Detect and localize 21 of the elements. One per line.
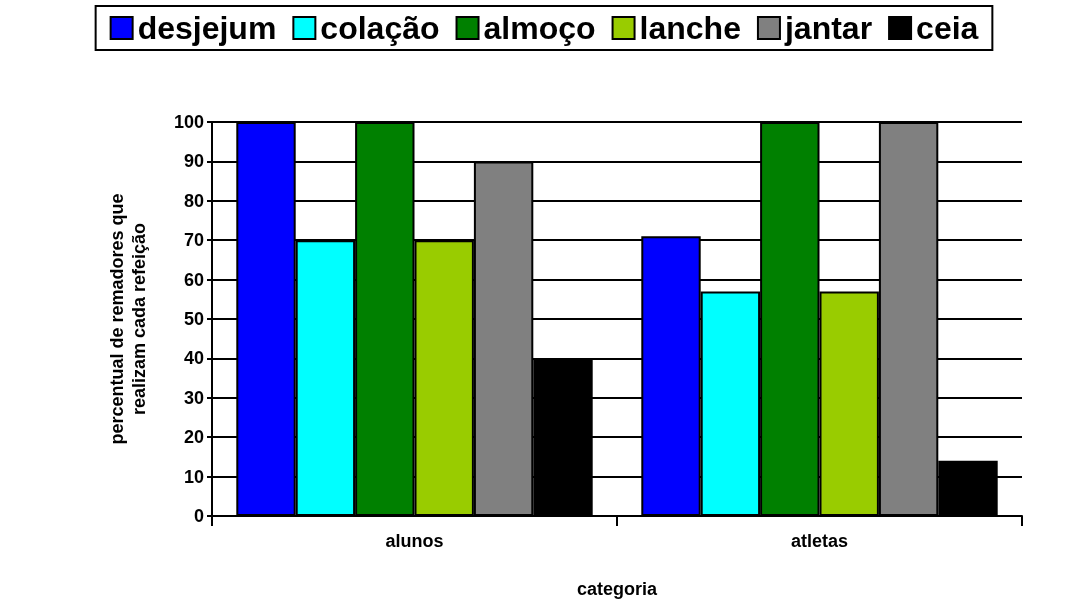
legend-label: colação: [320, 10, 440, 46]
y-tick-label: 100: [173, 112, 204, 132]
y-tick-label: 60: [183, 269, 204, 290]
x-tick-label: atletas: [790, 531, 849, 551]
y-tick-label: 90: [183, 151, 204, 172]
legend-label: jantar: [783, 10, 873, 46]
y-tick-label: 40: [183, 348, 204, 369]
legend-label: almoço: [483, 10, 596, 46]
x-tick-label: alunos: [385, 531, 444, 551]
y-tick-label: 0: [193, 506, 204, 526]
x-axis-title: categoria: [576, 579, 658, 599]
y-tick-label: 30: [183, 387, 204, 408]
y-axis-title: percentual de remadores que realizam cada refeição: [107, 193, 149, 445]
y-tick-label: 70: [183, 230, 204, 251]
y-tick-label: 50: [183, 309, 204, 329]
legend-label: ceia: [916, 10, 979, 46]
y-tick-label: 10: [183, 466, 204, 487]
legend-label: lanche: [639, 10, 741, 46]
y-tick-label: 80: [183, 190, 204, 211]
y-tick-label: 20: [183, 427, 204, 448]
legend-label: desjejum: [137, 10, 277, 46]
